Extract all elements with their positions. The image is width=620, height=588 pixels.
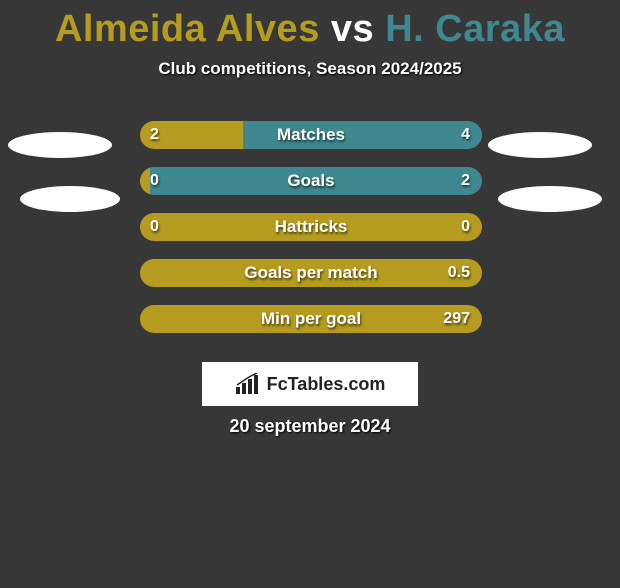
player-photo-placeholder bbox=[8, 132, 112, 158]
brand-text: FcTables.com bbox=[267, 374, 386, 395]
page-title: Almeida Alves vs H. Caraka bbox=[0, 8, 620, 51]
bar-right-1 bbox=[150, 167, 482, 195]
bar-chart-icon bbox=[235, 373, 261, 395]
bar-left-4 bbox=[140, 305, 482, 333]
title-player1: Almeida Alves bbox=[55, 8, 320, 50]
subtitle: Club competitions, Season 2024/2025 bbox=[0, 59, 620, 79]
title-player2: H. Caraka bbox=[385, 8, 565, 50]
bar-right-0 bbox=[243, 121, 482, 149]
bar-left-3 bbox=[140, 259, 482, 287]
bar-left-1 bbox=[140, 167, 150, 195]
bar-track bbox=[140, 121, 482, 149]
bar-left-0 bbox=[140, 121, 243, 149]
bar-track bbox=[140, 259, 482, 287]
bar-left-2 bbox=[140, 213, 482, 241]
stat-row: Goals per match 0.5 bbox=[0, 259, 620, 287]
bar-track bbox=[140, 167, 482, 195]
title-vs: vs bbox=[320, 8, 385, 50]
brand-badge: FcTables.com bbox=[202, 362, 418, 406]
player-photo-placeholder bbox=[498, 186, 602, 212]
player-photo-placeholder bbox=[488, 132, 592, 158]
bar-track bbox=[140, 213, 482, 241]
stat-row: 0 Hattricks 0 bbox=[0, 213, 620, 241]
stat-row: Min per goal 297 bbox=[0, 305, 620, 333]
player-photo-placeholder bbox=[20, 186, 120, 212]
date-label: 20 september 2024 bbox=[0, 416, 620, 437]
bar-track bbox=[140, 305, 482, 333]
